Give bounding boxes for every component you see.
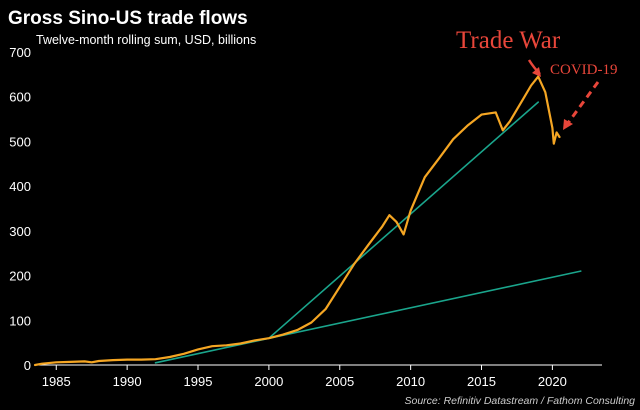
chart-subtitle: Twelve-month rolling sum, USD, billions	[36, 33, 256, 47]
y-tick-label: 700	[9, 45, 31, 60]
series-line-trend-steep	[268, 101, 539, 339]
covid-arrowhead	[563, 119, 573, 130]
trade-war-arrowhead	[532, 67, 541, 77]
source-note: Source: Refinitiv Datastream / Fathom Co…	[404, 395, 635, 407]
y-tick-label: 500	[9, 134, 31, 149]
y-tick-label: 200	[9, 269, 31, 284]
covid-arrow	[566, 81, 600, 124]
y-tick-label: 100	[9, 313, 31, 328]
series-line-trade-flows	[33, 75, 561, 367]
series-layer	[33, 75, 582, 367]
y-tick-label: 400	[9, 179, 31, 194]
y-tick-label: 600	[9, 90, 31, 105]
x-tick-label: 2005	[325, 374, 354, 389]
y-tick-label: 0	[24, 358, 31, 373]
x-tick-label: 1985	[42, 374, 71, 389]
x-tick-label: 2020	[538, 374, 567, 389]
x-tick-label: 1995	[184, 374, 213, 389]
annotation-trade-war: Trade War	[456, 27, 561, 54]
chart-title: Gross Sino-US trade flows	[8, 8, 248, 29]
series-line-trend-shallow	[154, 270, 582, 364]
x-tick-label: 2015	[467, 374, 496, 389]
y-axis: 0 100 200 300 400 500 600 700	[9, 45, 31, 373]
x-axis: 1985 1990 1995 2000 2005 2010 2015 2020	[42, 365, 567, 389]
x-tick-label: 2010	[396, 374, 425, 389]
x-tick-label: 1990	[113, 374, 142, 389]
x-tick-label: 2000	[254, 374, 283, 389]
y-tick-label: 300	[9, 224, 31, 239]
annotation-covid-19: COVID-19	[550, 62, 618, 78]
